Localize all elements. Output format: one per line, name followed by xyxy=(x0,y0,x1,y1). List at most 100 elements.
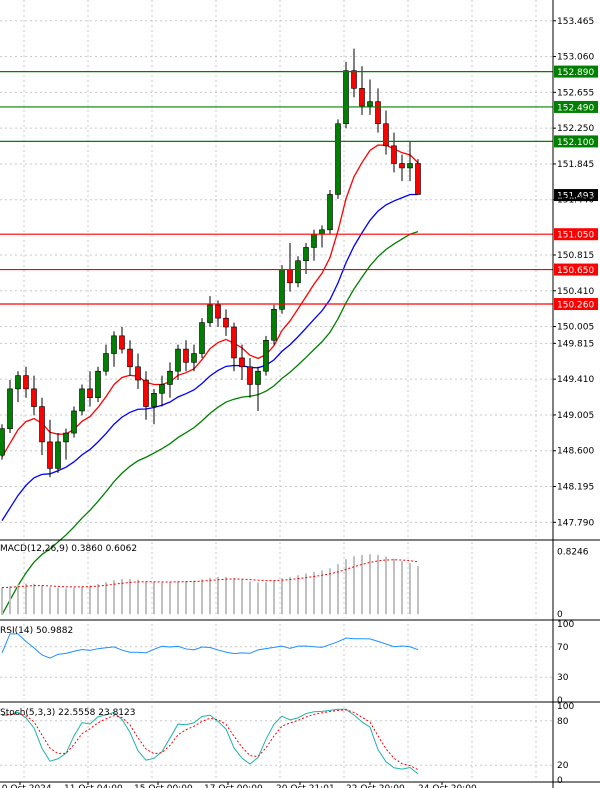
horizontal-levels: 152.890 152.490 152.100 151.050 150.650 150.2… xyxy=(0,65,598,311)
candle xyxy=(383,110,389,155)
candle xyxy=(0,424,5,460)
price-tick-label: 149.815 xyxy=(557,339,594,349)
candle xyxy=(255,366,261,411)
candle xyxy=(375,88,381,133)
level-label: 152.890 xyxy=(557,68,594,78)
level-label-box xyxy=(554,135,598,148)
candle xyxy=(15,371,21,403)
candle xyxy=(111,331,117,367)
time-tick-label: 24 Oct 20:00 xyxy=(418,784,477,788)
candle xyxy=(143,371,149,420)
time-tick-label: 15 Oct 00:00 xyxy=(134,784,193,788)
level-label: 150.650 xyxy=(557,266,594,276)
price-tick-label: 149.005 xyxy=(557,411,594,421)
candle xyxy=(295,256,301,288)
candle xyxy=(287,243,293,292)
stoch-panel: 100 80 20 0 Stoch(5,3,3) 22.5558 23.8123 xyxy=(0,702,574,786)
candle xyxy=(183,340,189,372)
candle xyxy=(327,190,333,235)
candle xyxy=(39,397,45,456)
candle xyxy=(55,433,61,473)
candle xyxy=(335,119,341,199)
indicator-tick-label: 0 xyxy=(557,696,563,706)
candle xyxy=(151,388,157,425)
level-label: 152.100 xyxy=(557,138,594,148)
indicator-tick-label: 20 xyxy=(557,761,569,771)
indicator-tick-label: 80 xyxy=(557,717,569,727)
level-label-box xyxy=(554,263,598,276)
candle xyxy=(359,66,365,115)
candle xyxy=(191,344,197,372)
candle xyxy=(31,375,37,416)
level-label: 151.050 xyxy=(557,231,594,241)
ma100-line xyxy=(1,231,419,615)
indicator-tick-label: 0 xyxy=(557,610,563,620)
candle xyxy=(95,366,101,403)
candle xyxy=(415,159,421,195)
price-tick-label: 152.250 xyxy=(557,124,594,134)
level-label-box xyxy=(554,228,598,241)
candle xyxy=(279,265,285,314)
price-tick-label: 147.790 xyxy=(557,518,594,528)
candle xyxy=(127,340,133,376)
price-tick-label: 149.410 xyxy=(557,375,594,385)
candle xyxy=(47,419,53,478)
candle xyxy=(215,300,221,328)
price-tick-label: 153.465 xyxy=(557,17,594,27)
candles xyxy=(0,48,421,478)
price-tick-label: 150.410 xyxy=(557,287,594,297)
candle xyxy=(239,344,245,381)
indicator-tick-label: 100 xyxy=(557,702,574,712)
rsi-panel: 100 70 30 0 RSI(14) 50.9882 xyxy=(0,620,574,706)
candle xyxy=(351,48,357,98)
ma50-line xyxy=(1,193,419,521)
macd-panel: 0.8246 0 MACD(12,26,9) 0.3860 0.6062 xyxy=(0,542,589,620)
time-tick-label: 17 Oct 00:00 xyxy=(204,784,263,788)
candle xyxy=(263,335,269,376)
candle xyxy=(247,357,253,398)
candle xyxy=(207,296,213,328)
level-label-box xyxy=(554,298,598,311)
time-axis: 10 Oct 2024 11 Oct 04:00 15 Oct 00:00 17 Oc… xyxy=(0,782,477,788)
candle xyxy=(7,380,13,434)
candle xyxy=(23,366,29,398)
stoch-d-line xyxy=(1,709,419,771)
candle xyxy=(391,132,397,173)
candle xyxy=(159,375,165,407)
candle xyxy=(87,371,93,407)
rsi-label: RSI(14) 50.9882 xyxy=(0,626,73,636)
candle xyxy=(407,141,413,182)
stoch-label: Stoch(5,3,3) 22.5558 23.8123 xyxy=(0,708,135,718)
price-tick-label: 151.440 xyxy=(557,196,594,206)
candle xyxy=(231,322,237,372)
level-label: 152.490 xyxy=(557,103,594,113)
candle xyxy=(71,406,77,438)
candle xyxy=(79,384,85,416)
macd-signal-line xyxy=(1,559,419,589)
current-price-box xyxy=(554,189,598,202)
price-tick-label: 150.815 xyxy=(557,251,594,261)
candle xyxy=(367,79,373,115)
candle xyxy=(319,225,325,248)
indicator-tick-label: 100 xyxy=(557,620,574,630)
time-tick-label: 20 Oct 21:01 xyxy=(276,784,335,788)
price-tick-label: 152.655 xyxy=(557,88,594,98)
level-label-box xyxy=(554,65,598,78)
price-tick-label: 153.060 xyxy=(557,53,594,63)
candle xyxy=(199,318,205,358)
candle xyxy=(303,243,309,274)
price-tick-label: 150.005 xyxy=(557,323,594,333)
time-tick-label: 10 Oct 2024 xyxy=(0,784,52,788)
candle xyxy=(223,309,229,336)
price-tick-label: 151.845 xyxy=(557,160,594,170)
indicator-tick-label: 70 xyxy=(557,643,569,653)
level-label: 150.260 xyxy=(557,301,594,311)
time-tick-label: 11 Oct 04:00 xyxy=(64,784,123,788)
candle xyxy=(399,154,405,182)
indicator-tick-label: 0.8246 xyxy=(557,548,589,558)
candle xyxy=(103,344,109,376)
indicator-tick-label: 30 xyxy=(557,673,569,683)
candle xyxy=(119,327,125,354)
